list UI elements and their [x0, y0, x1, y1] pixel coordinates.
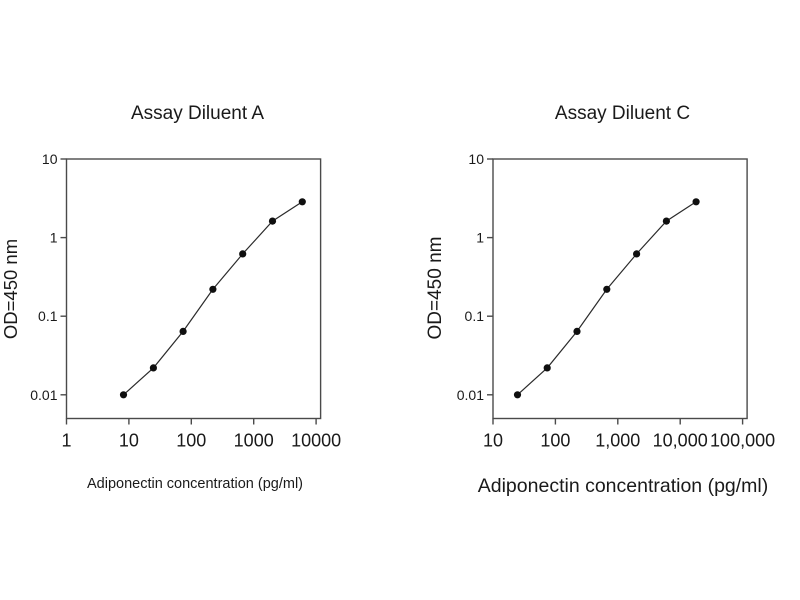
x-axis-title-a: Adiponectin concentration (pg/ml) — [86, 476, 303, 492]
data-point — [179, 327, 187, 335]
y-tick-label: 1 — [50, 230, 58, 246]
data-point — [239, 250, 247, 258]
x-tick-label: 10,000 — [653, 431, 708, 451]
x-tick-label: 1,000 — [595, 431, 640, 451]
data-point — [149, 364, 157, 372]
y-tick-label: 1 — [476, 230, 484, 246]
data-point — [513, 391, 522, 399]
data-point — [692, 198, 700, 206]
data-point — [268, 217, 277, 225]
y-tick-label: 0.01 — [30, 387, 57, 403]
x-axis-title-c: Adiponectin concentration (pg/ml) — [477, 475, 769, 497]
y-tick-label: 0.01 — [457, 387, 484, 403]
plot-frame — [65, 158, 322, 420]
data-point — [573, 327, 581, 335]
x-tick-label: 100,000 — [710, 431, 775, 451]
data-point — [209, 285, 217, 293]
data-point — [603, 285, 611, 293]
x-tick-label: 100 — [176, 431, 206, 451]
data-point — [119, 391, 128, 399]
x-tick-label: 1 — [61, 431, 71, 451]
data-point — [543, 364, 551, 372]
y-tick-label: 10 — [468, 151, 484, 167]
plot-frame — [492, 158, 748, 420]
data-point — [298, 198, 306, 206]
chart-title-c: Assay Diluent C — [554, 103, 691, 124]
data-point — [633, 250, 641, 258]
chart-title-a: Assay Diluent A — [130, 103, 265, 124]
x-tick-label: 1000 — [234, 431, 274, 451]
y-tick-label: 0.1 — [38, 308, 58, 324]
x-tick-label: 10 — [119, 431, 139, 451]
y-tick-label: 10 — [42, 151, 58, 167]
data-point — [662, 217, 671, 225]
x-tick-label: 100 — [540, 431, 570, 451]
x-tick-label: 10000 — [291, 431, 341, 451]
y-tick-label: 0.1 — [465, 308, 485, 324]
x-tick-label: 10 — [483, 431, 503, 451]
